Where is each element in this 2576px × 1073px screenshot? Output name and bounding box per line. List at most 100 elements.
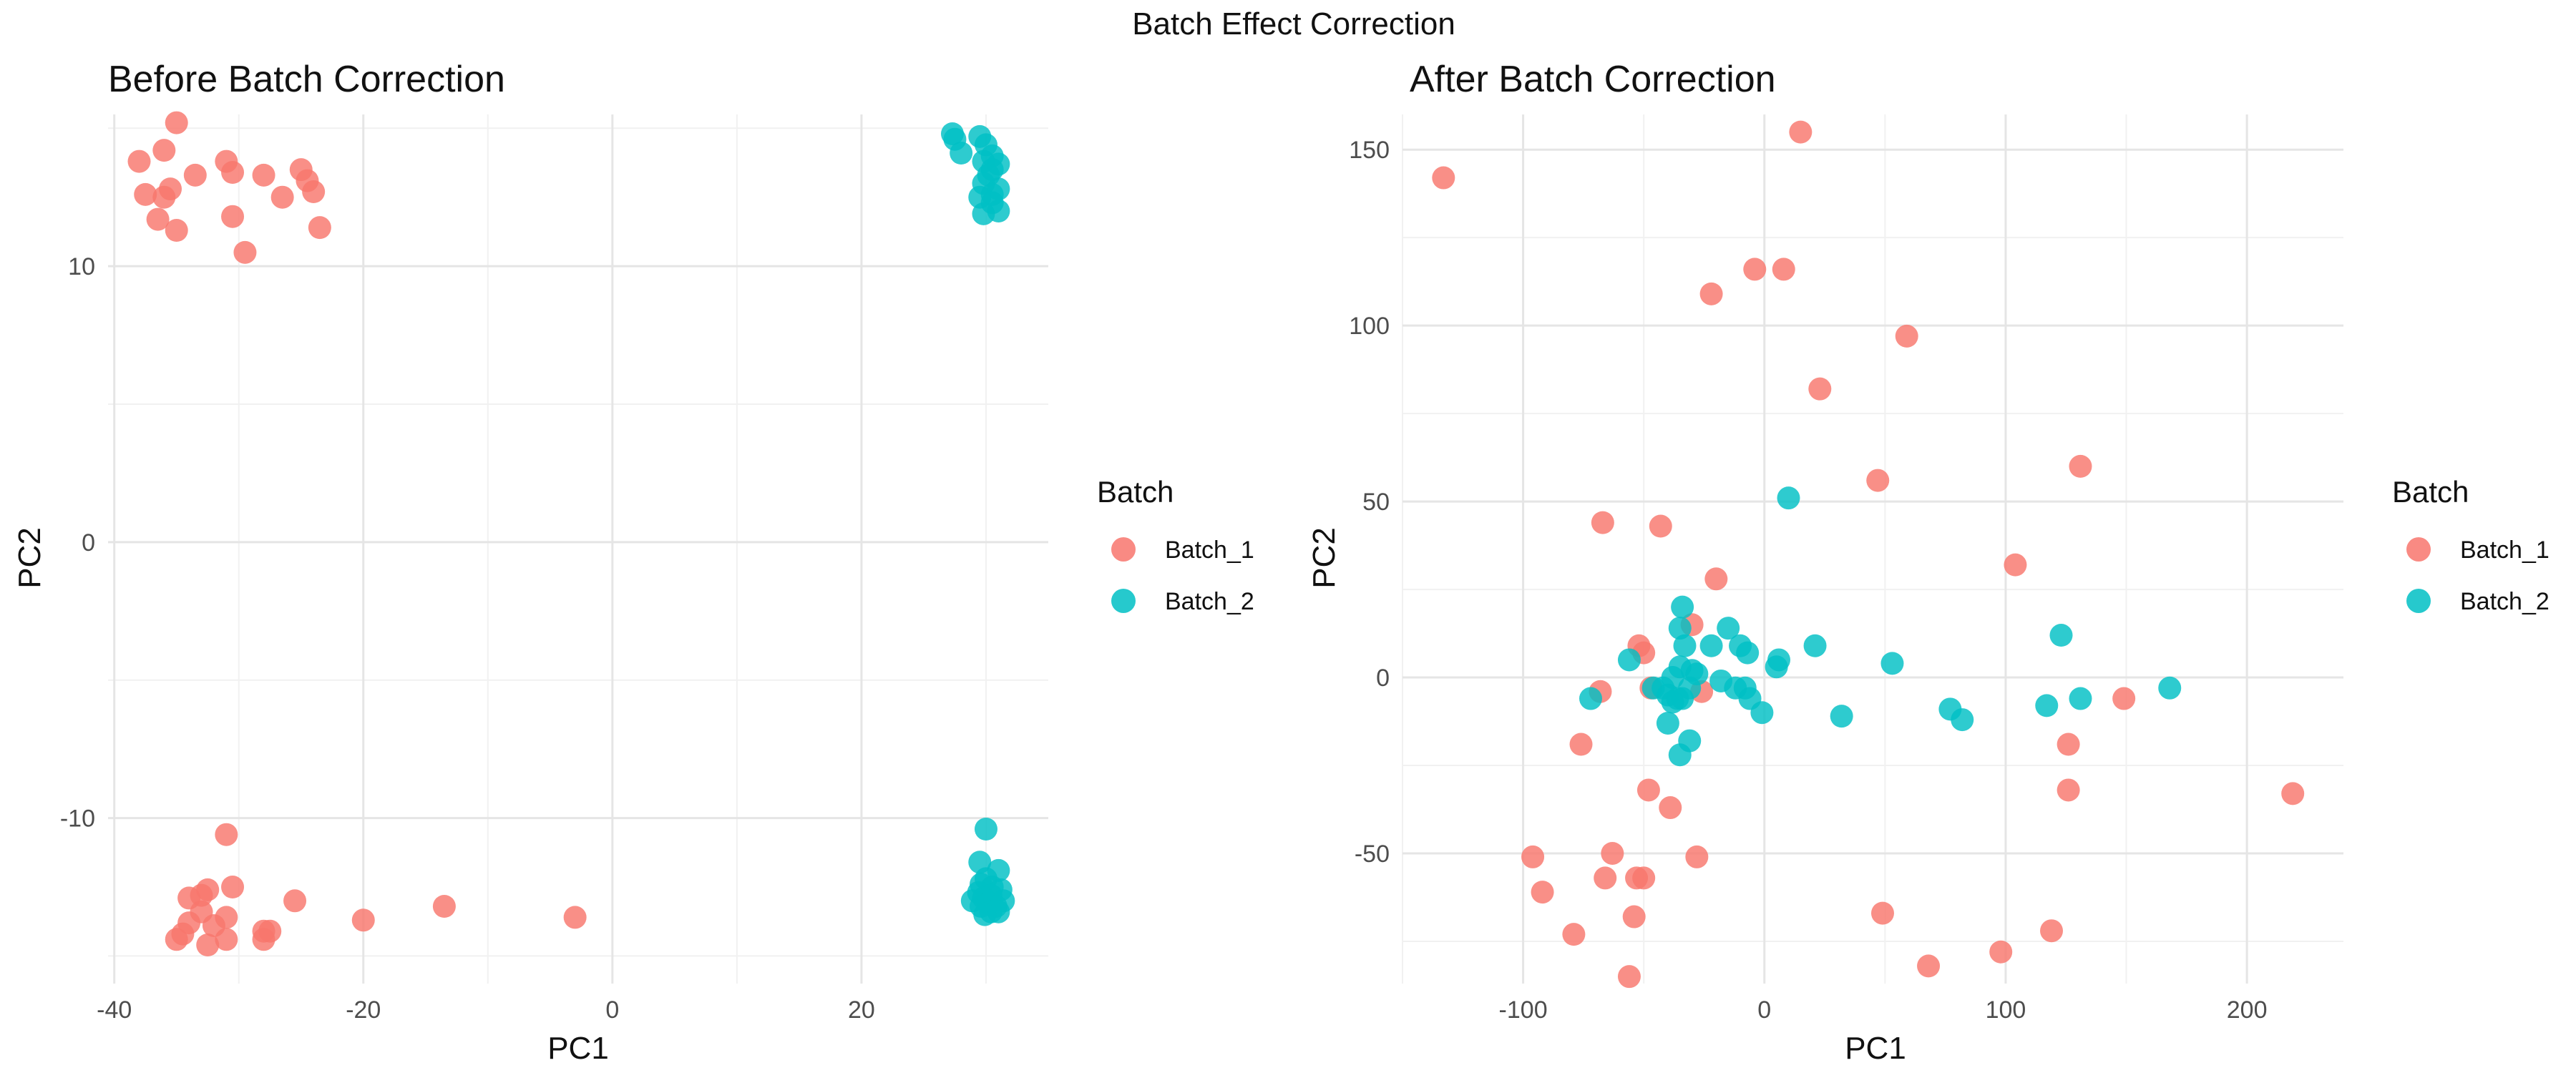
point-batch1 — [1617, 965, 1641, 989]
point-batch1 — [432, 895, 456, 918]
point-batch2 — [1668, 617, 1692, 640]
point-batch1 — [1699, 282, 1723, 305]
x-tick-label: -100 — [1499, 996, 1548, 1024]
x-tick-labels-before: -40 -20 0 20 — [97, 996, 875, 1024]
point-batch2 — [1880, 652, 1904, 675]
point-batch1 — [2040, 919, 2064, 943]
gridlines-before — [108, 114, 1048, 984]
point-batch2 — [1803, 634, 1827, 657]
legend-after: Batch Batch_1 Batch_2 — [2392, 475, 2550, 615]
point-batch2 — [950, 142, 973, 165]
point-batch2 — [2158, 676, 2182, 700]
legend-marker-batch2-after — [2406, 589, 2431, 613]
point-batch1 — [165, 111, 188, 134]
points-after — [1432, 120, 2305, 989]
point-batch2 — [1668, 743, 1692, 767]
point-batch2 — [974, 818, 997, 841]
point-batch1 — [152, 139, 176, 162]
point-batch1 — [1432, 166, 1455, 190]
y-tick-labels-before: -10 0 10 — [60, 253, 95, 832]
point-batch1 — [2112, 687, 2136, 710]
point-batch2 — [1661, 690, 1684, 714]
point-batch1 — [270, 185, 294, 209]
x-tick-label: 100 — [1986, 996, 2026, 1024]
y-axis-label-after: PC2 — [1307, 527, 1342, 589]
legend-label-batch1-after: Batch_1 — [2460, 536, 2550, 564]
x-tick-label: 20 — [848, 996, 875, 1024]
point-batch1 — [2004, 553, 2027, 577]
point-batch1 — [302, 180, 326, 203]
y-axis-label-before: PC2 — [12, 527, 47, 589]
x-axis-label-before: PC1 — [547, 1031, 609, 1066]
point-batch1 — [1622, 905, 1646, 929]
panel-before: Before Batch Correction -40 -20 0 20 -10 0 10… — [12, 59, 1254, 1066]
x-tick-label: 0 — [605, 996, 619, 1024]
point-batch1 — [1601, 841, 1624, 865]
point-batch1 — [1866, 469, 1890, 492]
point-batch2 — [1671, 595, 1694, 619]
panel-title-before: Before Batch Correction — [108, 59, 505, 100]
point-batch1 — [1636, 778, 1660, 802]
point-batch2 — [1765, 655, 1788, 679]
legend-marker-batch2-before — [1111, 589, 1136, 613]
legend-label-batch2-before: Batch_2 — [1165, 588, 1254, 615]
point-batch1 — [2057, 733, 2080, 756]
point-batch1 — [1789, 120, 1813, 144]
x-tick-label: -20 — [346, 996, 381, 1024]
point-batch1 — [215, 928, 238, 951]
point-batch1 — [2281, 782, 2305, 805]
panel-after: After Batch Correction -100 0 100 200 -50 0 5… — [1307, 59, 2550, 1066]
point-batch2 — [1673, 634, 1697, 657]
point-batch1 — [215, 823, 238, 846]
point-batch1 — [1895, 324, 1918, 348]
y-tick-label: 150 — [1349, 137, 1390, 164]
point-batch1 — [183, 163, 207, 187]
point-batch1 — [134, 182, 157, 206]
y-tick-labels-after: -50 0 50 100 150 — [1349, 137, 1390, 868]
point-batch2 — [2049, 624, 2073, 647]
point-batch1 — [1808, 377, 1832, 401]
point-batch1 — [196, 934, 220, 956]
x-tick-label: -40 — [97, 996, 132, 1024]
legend-marker-batch1-after — [2406, 537, 2431, 562]
point-batch1 — [233, 240, 257, 264]
point-batch2 — [1750, 701, 1774, 725]
point-batch1 — [1704, 567, 1728, 591]
point-batch1 — [283, 889, 307, 913]
point-batch1 — [146, 207, 170, 231]
point-batch2 — [1699, 634, 1723, 657]
point-batch1 — [221, 876, 245, 898]
point-batch1 — [1772, 258, 1795, 281]
points-before — [127, 111, 1015, 956]
figure-suptitle: Batch Effect Correction — [1132, 6, 1455, 41]
point-batch1 — [351, 908, 375, 932]
y-tick-label: -10 — [60, 805, 95, 833]
point-batch1 — [2069, 454, 2092, 478]
legend-before: Batch Batch_1 Batch_2 — [1097, 475, 1254, 615]
panel-title-after: After Batch Correction — [1410, 59, 1776, 100]
point-batch1 — [1917, 954, 1941, 978]
point-batch1 — [221, 205, 245, 228]
y-tick-label: 0 — [82, 529, 95, 557]
legend-title-after: Batch — [2392, 475, 2469, 509]
point-batch1 — [1659, 796, 1682, 820]
x-tick-label: 0 — [1757, 996, 1771, 1024]
point-batch2 — [1951, 708, 1974, 732]
point-batch1 — [2057, 778, 2080, 802]
x-tick-label: 200 — [2227, 996, 2268, 1024]
point-batch1 — [1562, 923, 1586, 946]
y-tick-label: -50 — [1355, 841, 1390, 868]
legend-label-batch1-before: Batch_1 — [1165, 536, 1254, 564]
point-batch1 — [1521, 845, 1545, 868]
point-batch1 — [127, 150, 151, 173]
point-batch1 — [221, 161, 245, 184]
point-batch1 — [165, 928, 188, 951]
point-batch1 — [165, 219, 188, 242]
point-batch1 — [252, 928, 275, 951]
x-tick-labels-after: -100 0 100 200 — [1499, 996, 2268, 1024]
legend-label-batch2-after: Batch_2 — [2460, 588, 2550, 615]
point-batch1 — [152, 185, 176, 209]
point-batch1 — [1531, 881, 1554, 904]
point-batch1 — [1591, 511, 1614, 534]
